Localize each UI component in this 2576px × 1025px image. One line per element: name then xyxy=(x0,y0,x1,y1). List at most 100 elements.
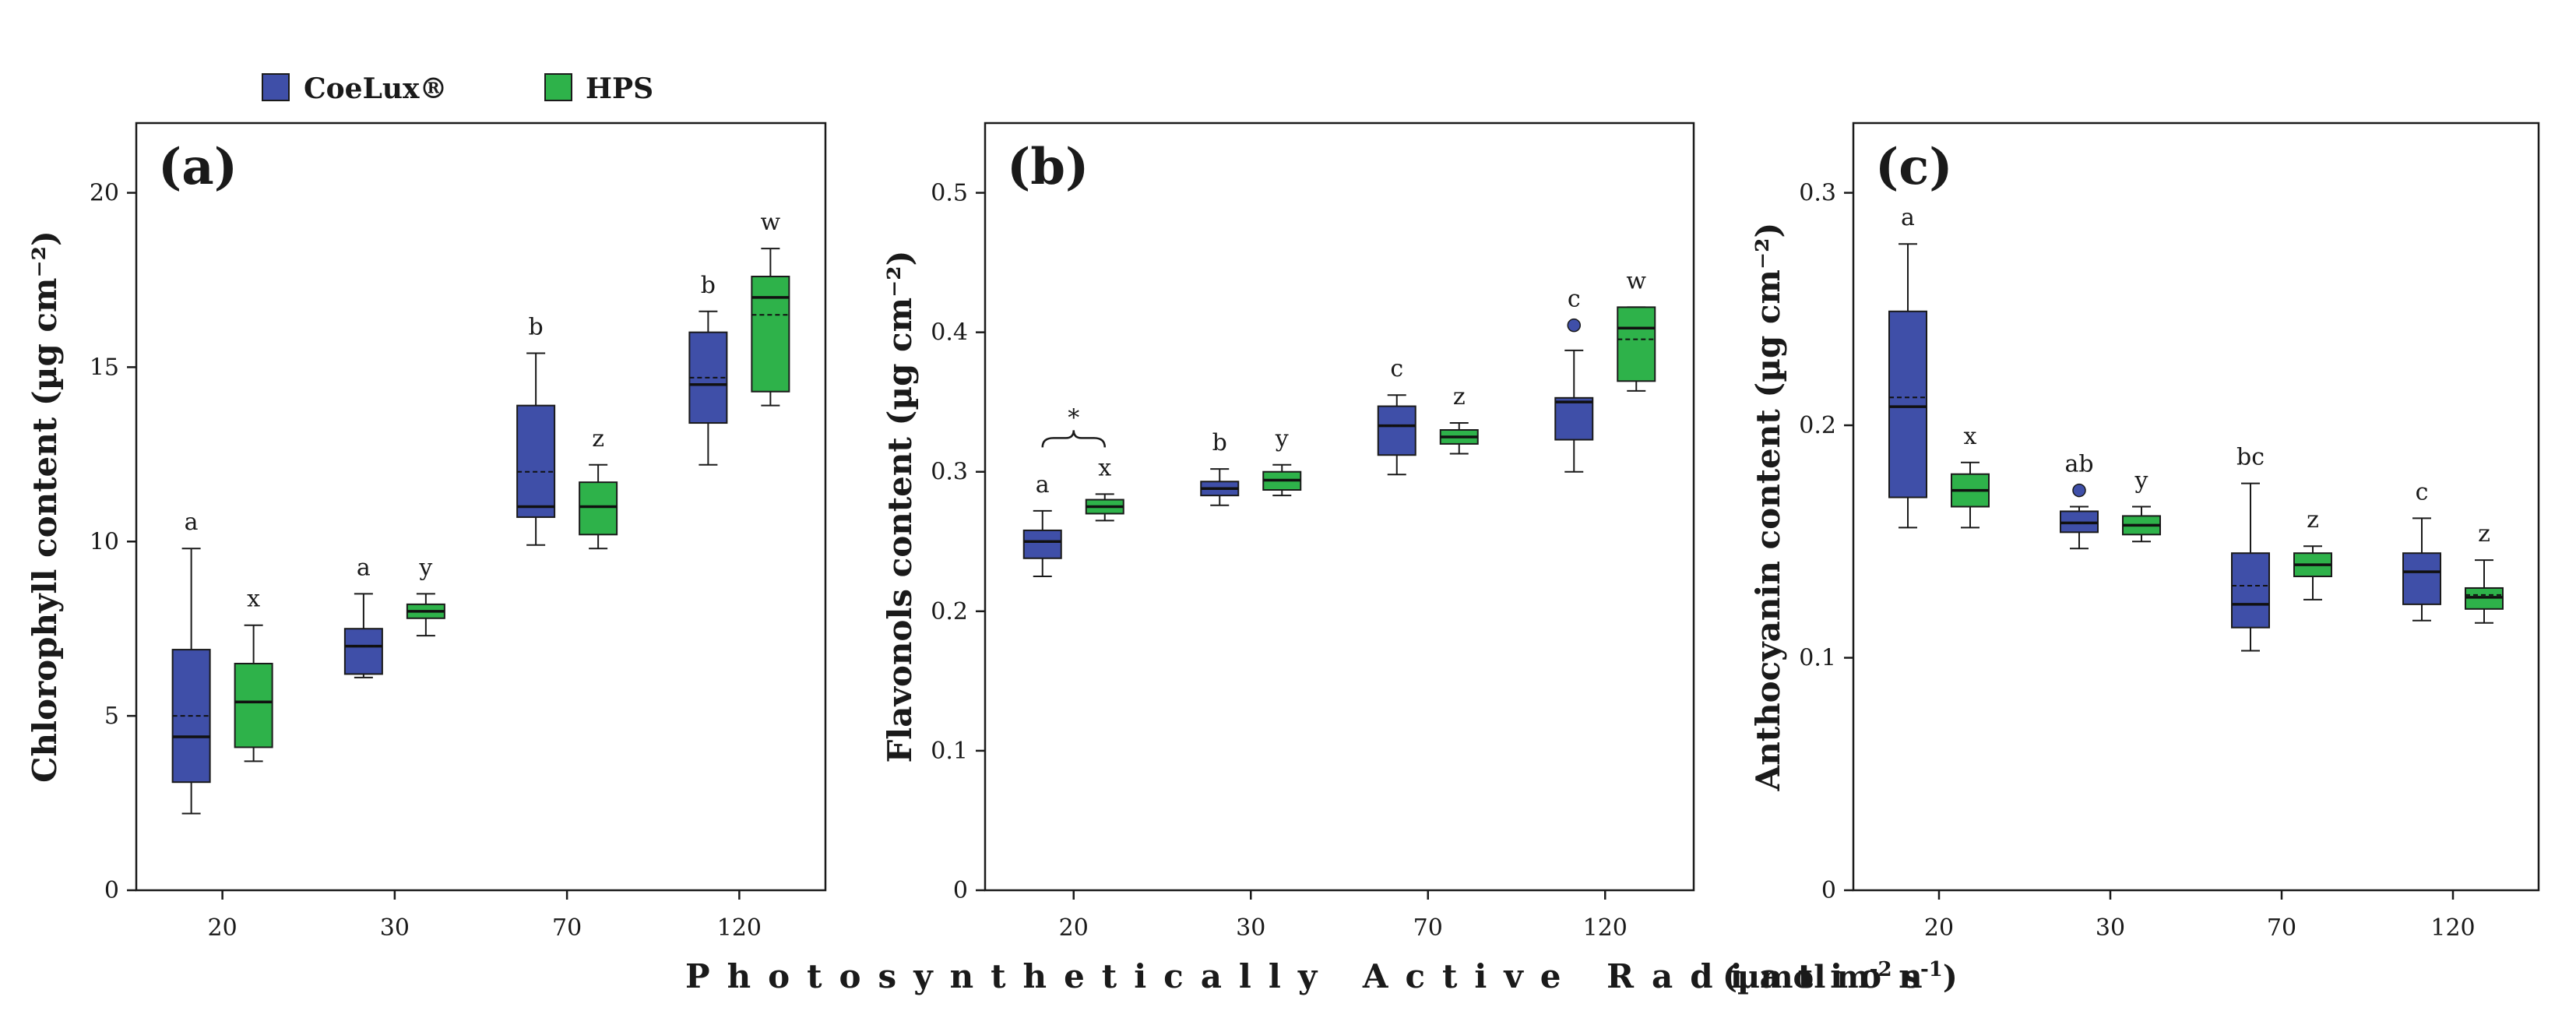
box-iqr xyxy=(751,276,790,393)
y-tick-label: 0 xyxy=(104,877,119,904)
plot-frame xyxy=(1852,122,2540,892)
y-tick-label: 0 xyxy=(1821,877,1836,904)
significance-letter: a xyxy=(185,509,199,536)
panel-a-chlorophyll: (a) 0 5 10 15 20 20 30 70 120 Chlorophyll content … xyxy=(26,122,827,942)
x-tick-label: 20 xyxy=(208,914,238,942)
x-tick-label: 120 xyxy=(2430,914,2475,942)
box-coelux-120: c xyxy=(2402,478,2441,622)
box-hps-70: z xyxy=(579,425,618,550)
significance-letter: z xyxy=(1453,383,1466,410)
significance-star: * xyxy=(1068,404,1079,431)
significance-letter: b xyxy=(1212,429,1227,456)
y-tick-label: 0.5 xyxy=(931,180,968,207)
significance-letter: ab xyxy=(2064,451,2093,478)
y-tick-label: 0.3 xyxy=(931,459,968,486)
panel-label: (a) xyxy=(158,138,238,196)
significance-letter: c xyxy=(1568,286,1581,313)
y-tick-label: 0.4 xyxy=(931,319,968,347)
box-coelux-120: b xyxy=(688,272,728,466)
box-coelux-20: a xyxy=(1022,471,1062,578)
panel-c-anthocyanin: (c) 0 0.1 0.2 0.3 20 30 70 120 Anthocyanin conten… xyxy=(1749,122,2540,942)
significance-letter: b xyxy=(701,272,716,299)
y-tick-label: 0.1 xyxy=(931,738,968,765)
box-hps-20: x xyxy=(1085,454,1124,522)
box-iqr xyxy=(343,628,383,675)
legend-label-coelux: CoeLux® xyxy=(304,72,448,105)
box-hps-20: x xyxy=(234,586,273,763)
significance-bracket xyxy=(1041,430,1106,448)
box-iqr xyxy=(2402,552,2441,605)
y-axis-label: Anthocyanin content (µg cm⁻²) xyxy=(1749,223,1787,792)
box-iqr xyxy=(1377,405,1416,456)
box-hps-70: z xyxy=(1439,383,1479,455)
box-hps-30: y xyxy=(2122,467,2161,543)
y-tick-label: 10 xyxy=(90,528,119,555)
legend: CoeLux® HPS xyxy=(262,72,653,105)
outlier-point xyxy=(1567,318,1581,333)
box-iqr xyxy=(1554,396,1594,441)
box-coelux-30: a xyxy=(343,554,383,678)
box-iqr xyxy=(579,481,618,536)
y-tick-label: 20 xyxy=(90,180,119,207)
significance-letter: x xyxy=(247,586,260,613)
panel-label: (c) xyxy=(1875,138,1953,196)
x-tick-label: 20 xyxy=(1059,914,1089,942)
panel-label: (b) xyxy=(1007,138,1089,196)
box-hps-30: y xyxy=(1262,425,1302,497)
box-hps-70: z xyxy=(2293,506,2332,601)
box-iqr xyxy=(1617,306,1656,382)
box-hps-120: w xyxy=(1617,267,1656,392)
significance-letter: bc xyxy=(2236,444,2265,471)
x-axis-unit: (µmol m-2 s-1) xyxy=(1723,958,1958,995)
x-tick-label: 120 xyxy=(1583,914,1628,942)
box-hps-20: x xyxy=(1951,423,1990,529)
x-tick-label: 70 xyxy=(552,914,582,942)
significance-letter: b xyxy=(529,314,544,341)
panel-b-flavonols: (b) 0 0.1 0.2 0.3 0.4 0.5 20 30 70 120 Flavonols co… xyxy=(881,122,1695,942)
y-tick-label: 0.3 xyxy=(1799,180,1836,207)
x-tick-label: 30 xyxy=(2096,914,2125,942)
y-tick-label: 0.1 xyxy=(1799,645,1836,672)
box-iqr xyxy=(1022,529,1062,559)
x-tick-label: 20 xyxy=(1924,914,1954,942)
y-tick-label: 5 xyxy=(104,703,119,730)
x-tick-label: 30 xyxy=(1236,914,1265,942)
box-iqr xyxy=(234,662,273,748)
significance-letter: a xyxy=(1036,471,1050,498)
significance-letter: z xyxy=(592,425,604,453)
box-iqr xyxy=(1888,310,1927,498)
x-tick-label: 120 xyxy=(717,914,762,942)
significance-letter: w xyxy=(761,209,781,236)
plot-frame xyxy=(984,122,1695,892)
x-axis-label: Photosynthetically Active Radiation xyxy=(685,957,1940,995)
box-coelux-30: ab xyxy=(2060,451,2099,550)
significance-letter: x xyxy=(1098,454,1111,481)
box-coelux-30: b xyxy=(1200,429,1240,506)
significance-letter: a xyxy=(357,554,371,581)
significance-letter: z xyxy=(2478,520,2490,548)
box-hps-120: z xyxy=(2465,520,2504,624)
significance-letter: w xyxy=(1626,267,1646,294)
y-tick-label: 0 xyxy=(953,877,968,904)
box-hps-120: w xyxy=(751,209,790,407)
significance-letter: a xyxy=(1901,204,1915,231)
box-coelux-120: c xyxy=(1554,286,1594,473)
outlier-point xyxy=(2072,483,2086,498)
box-iqr xyxy=(516,404,556,518)
significance-letter: y xyxy=(2134,467,2148,495)
box-iqr xyxy=(2231,552,2270,629)
significance-letter: z xyxy=(2307,506,2319,534)
significance-letter: x xyxy=(1964,423,1977,450)
x-tick-label: 70 xyxy=(1413,914,1443,942)
y-axis-label: Chlorophyll content (µg cm⁻²) xyxy=(26,231,64,783)
box-coelux-70: c xyxy=(1377,355,1416,476)
box-coelux-20: a xyxy=(171,509,211,815)
legend-swatch-hps xyxy=(544,73,572,101)
box-hps-30: y xyxy=(406,554,445,637)
x-tick-label: 30 xyxy=(380,914,410,942)
y-axis-label: Flavonols content (µg cm⁻²) xyxy=(881,250,919,763)
x-tick-label: 70 xyxy=(2267,914,2296,942)
legend-swatch-coelux xyxy=(262,73,290,101)
significance-letter: c xyxy=(1390,355,1403,382)
